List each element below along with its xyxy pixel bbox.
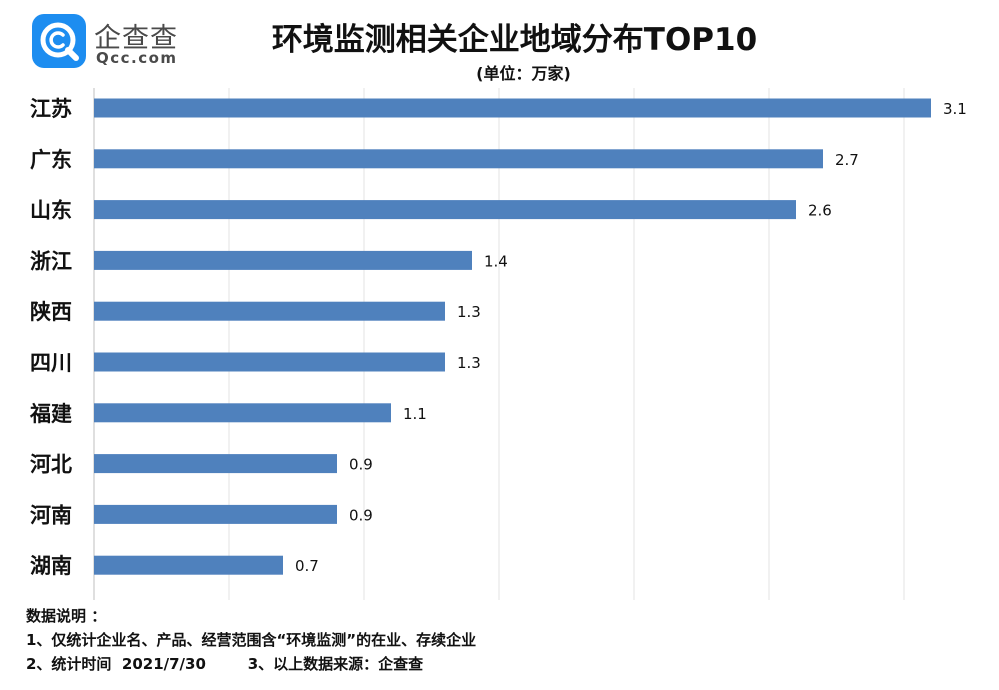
value-label: 1.3 <box>457 303 481 321</box>
category-label: 陕西 <box>30 300 72 324</box>
logo-name-cn: 企查查 <box>94 23 178 54</box>
bar-7 <box>94 403 391 423</box>
value-label: 2.7 <box>835 151 859 169</box>
qcc-logo-icon <box>32 14 86 68</box>
value-label: 0.9 <box>349 506 373 524</box>
value-label: 0.9 <box>349 456 373 474</box>
category-label: 山东 <box>30 199 72 223</box>
category-label: 四川 <box>30 351 72 375</box>
category-label: 浙江 <box>30 249 72 273</box>
category-label: 江苏 <box>30 97 72 121</box>
category-label: 广东 <box>30 148 72 172</box>
bars <box>94 98 931 575</box>
notes-line-1: 1、仅统计企业名、产品、经营范围含“环境监测”的在业、存续企业 <box>26 631 477 649</box>
value-label: 1.4 <box>484 252 508 270</box>
bar-5 <box>94 301 445 321</box>
chart-title: 环境监测相关企业地域分布TOP10 <box>271 22 758 58</box>
notes-line-2b: 3、以上数据来源：企查查 <box>247 655 424 673</box>
category-label: 河北 <box>30 453 72 477</box>
value-label: 1.3 <box>457 354 481 372</box>
value-label: 1.1 <box>403 405 427 423</box>
logo: 企查查 Qcc.com <box>32 14 192 70</box>
value-labels: 3.1 2.7 2.6 1.4 1.3 1.3 1.1 0.9 0.9 0.7 <box>295 100 967 575</box>
bar-4 <box>94 250 472 270</box>
bar-9 <box>94 504 337 524</box>
category-label: 河南 <box>30 503 72 527</box>
bar-3 <box>94 200 796 220</box>
bar-2 <box>94 149 823 169</box>
chart-subtitle: (单位：万家) <box>476 64 571 83</box>
bar-6 <box>94 352 445 372</box>
value-label: 0.7 <box>295 557 319 575</box>
category-label: 福建 <box>29 402 72 426</box>
notes-line-2: 2、统计时间 2021/7/30 3、以上数据来源：企查查 <box>26 652 476 676</box>
category-label: 湖南 <box>30 554 72 578</box>
notes-line-2a: 2、统计时间 2021/7/30 <box>26 655 206 673</box>
value-label: 2.6 <box>808 202 832 220</box>
notes-heading: 数据说明 ： <box>26 607 107 625</box>
logo-name-en: Qcc.com <box>96 49 178 67</box>
bar-8 <box>94 454 337 474</box>
bar-1 <box>94 98 931 118</box>
value-label: 3.1 <box>943 100 967 118</box>
data-notes: 数据说明 ： 1、仅统计企业名、产品、经营范围含“环境监测”的在业、存续企业 2… <box>26 604 476 676</box>
bar-10 <box>94 555 283 575</box>
